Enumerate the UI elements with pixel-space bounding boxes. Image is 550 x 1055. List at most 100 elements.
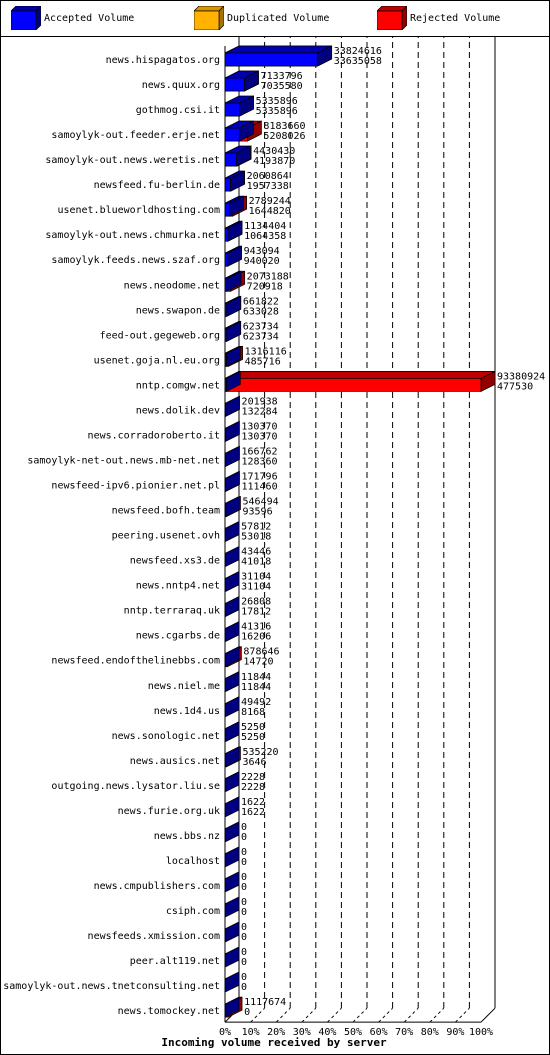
bar-accepted-36 [224,946,240,968]
value-label-accepted: 33635058 [334,56,382,67]
bar-accepted-35 [224,921,240,943]
category-label: samoylyk-out.feeder.erje.net [51,130,220,141]
value-label-offered: 2060864 [247,171,289,182]
floor-grid-line-60 [378,1007,393,1023]
value-label-offered: 5335896 [256,96,298,107]
bar-accepted-6 [224,195,244,217]
bar-accepted-1 [224,70,259,92]
category-label: news.dolik.dev [136,405,220,416]
category-label: nntp.comgw.net [136,380,220,391]
value-label-offered: 943094 [244,246,280,257]
bar-accepted-10 [224,295,242,317]
legend-swatch-duplicated [194,6,224,30]
bar-accepted-25 [224,671,240,693]
category-label: samoylyk-out.news.chmurka.net [45,230,220,241]
bar-accepted-20 [224,546,240,568]
legend-swatch-accepted [11,6,41,30]
value-label-accepted: 940020 [244,256,280,267]
bar-accepted-9 [224,270,242,292]
category-label: news.bbs.nz [154,831,220,842]
floor-grid-line-40 [327,1007,342,1023]
category-label: samoylyk.feeds.news.szaf.org [51,255,220,266]
bar-accepted-38 [224,996,240,1018]
x-tick-label: 40% [318,1027,336,1038]
bar-accepted-34 [224,896,240,918]
floor-grid-line-10 [250,1007,265,1023]
category-label: news.neodome.net [124,280,220,291]
bar-accepted-29 [224,771,240,793]
category-label: samoylyk-net-out.news.mb-net.net [27,455,220,466]
value-label-offered: 2228 [241,772,265,783]
bar-accepted-21 [224,571,240,593]
x-tick-label: 60% [370,1027,388,1038]
value-label-accepted: 16206 [241,632,271,643]
value-label-accepted: 111460 [241,482,277,493]
category-label: news.cgarbs.de [136,631,220,642]
value-label-accepted: 5335896 [256,106,298,117]
value-label-accepted: 93596 [242,507,272,518]
value-label-offered: 26808 [241,597,271,608]
bar-accepted-31 [224,821,240,843]
bar-accepted-19 [224,521,240,543]
value-label-accepted: 477530 [497,381,533,392]
bar-accepted-3 [224,120,254,142]
bar-accepted-5 [224,170,245,192]
value-label-offered: 41316 [241,622,271,633]
bar-accepted-16 [224,445,240,468]
category-label: news.nntp4.net [136,581,220,592]
value-label-accepted: 17812 [241,607,271,618]
category-label: newsfeed.bofh.team [112,506,220,517]
category-label: peering.usenet.ovh [112,531,220,542]
value-label-offered: 623734 [243,321,279,332]
category-label: feed-out.gegeweb.org [100,330,220,341]
legend-swatch-rejected [377,6,407,30]
bar-accepted-17 [224,470,240,493]
bar-accepted-14 [224,395,240,417]
value-label-offered: 1134404 [244,221,286,232]
value-label-offered: 11844 [241,672,271,683]
bar-accepted-23 [224,621,240,643]
value-label-accepted: 0 [241,832,247,843]
value-label-accepted: 8168 [241,707,265,718]
bar-accepted-4 [224,145,251,167]
value-label-accepted: 0 [241,882,247,893]
category-label: news.furie.org.uk [118,806,220,817]
bar-accepted-18 [224,495,240,518]
category-label: news.cmpublishers.com [94,881,220,892]
bar-accepted-26 [224,696,240,718]
category-label: newsfeed.fu-berlin.de [94,180,220,191]
value-label-offered: 8183660 [263,121,305,132]
value-label-offered: 93380924 [497,371,545,382]
value-label-accepted: 41018 [241,557,271,568]
bar-accepted-2 [224,95,254,117]
x-tick-label: 80% [421,1027,439,1038]
value-label-offered: 1316116 [245,346,287,357]
x-tick-label: 100% [469,1027,493,1038]
value-label-offered: 2789244 [249,196,291,207]
x-tick-label: 20% [267,1027,285,1038]
bar-accepted-22 [224,596,240,618]
floor-grid-line-50 [352,1007,368,1023]
value-label-offered: 0 [241,847,247,858]
value-label-accepted: 31104 [241,582,271,593]
floor-grid-line-30 [301,1007,317,1023]
category-label: usenet.goja.nl.eu.org [94,355,220,366]
bar-accepted-32 [224,846,240,868]
value-label-accepted: 633028 [243,306,279,317]
value-label-offered: 130370 [241,421,277,432]
category-label: outgoing.news.lysator.liu.se [51,781,220,792]
value-label-offered: 57812 [241,522,271,533]
value-label-offered: 1622 [241,797,265,808]
value-label-accepted: 3646 [242,757,266,768]
bars [224,45,496,1018]
value-label-offered: 4430430 [253,146,295,157]
bar-accepted-8 [224,245,242,267]
x-tick-label: 90% [446,1027,464,1038]
value-label-accepted: 1957338 [247,181,289,192]
value-label-accepted: 5250 [241,732,265,743]
floor-right-edge [480,1007,496,1023]
bar-accepted-27 [224,721,240,743]
value-label-offered: 7133796 [261,71,303,82]
value-label-accepted: 14720 [243,657,273,668]
bar-accepted-11 [224,320,242,342]
